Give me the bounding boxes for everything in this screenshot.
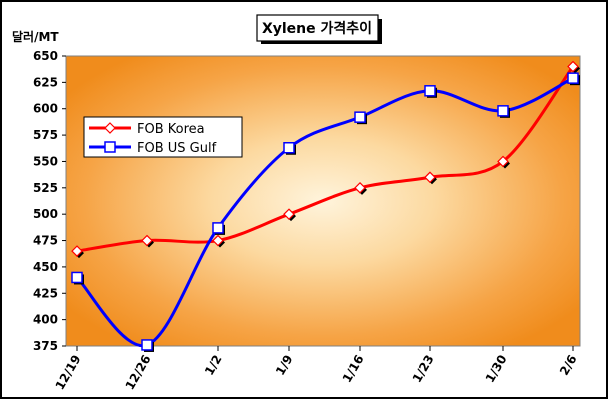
y-tick-label: 425: [33, 286, 58, 300]
data-point-fob-korea: [71, 245, 83, 257]
legend-marker-fob-korea: [104, 122, 116, 134]
data-point-fob-korea: [567, 60, 579, 73]
data-point-fob-us-gulf: [424, 85, 436, 97]
data-point-fob-korea: [141, 234, 153, 247]
data-point-fob-korea: [497, 155, 509, 168]
y-axis: 650 625 600 575 550 525 500 475 450 425 400 375: [33, 49, 66, 353]
y-tick-label: 550: [33, 154, 58, 168]
data-point-fob-us-gulf: [497, 105, 509, 117]
chart-title: Xylene 가격추이: [262, 20, 372, 37]
y-tick-label: 450: [33, 260, 58, 274]
data-point-fob-us-gulf: [141, 339, 153, 351]
y-tick-label: 600: [33, 102, 58, 116]
legend-label-fob-us-gulf: FOB US Gulf: [137, 141, 217, 156]
series-layer: [71, 60, 580, 352]
data-point-fob-korea: [424, 171, 436, 184]
chart-title-box: Xylene 가격추이: [256, 14, 382, 44]
y-tick-label: 525: [33, 181, 58, 195]
legend-marker-fob-us-gulf: [104, 141, 116, 153]
data-point-fob-us-gulf: [354, 111, 366, 123]
data-point-fob-us-gulf: [212, 222, 224, 234]
legend: FOB Korea FOB US Gulf: [83, 116, 243, 158]
data-point-fob-korea: [283, 208, 295, 221]
data-point-fob-korea: [354, 181, 366, 194]
y-tick-label: 575: [33, 128, 58, 142]
data-point-fob-us-gulf: [283, 141, 295, 154]
y-tick-label: 400: [33, 313, 58, 327]
data-point-fob-korea: [212, 234, 224, 247]
y-tick-label: 650: [33, 49, 58, 63]
legend-label-fob-korea: FOB Korea: [137, 122, 205, 137]
y-tick-label: 625: [33, 75, 58, 89]
y-tick-label: 500: [33, 207, 58, 221]
data-point-fob-us-gulf: [567, 72, 579, 84]
y-tick-label: 375: [33, 339, 58, 353]
data-point-fob-us-gulf: [71, 271, 83, 284]
y-tick-label: 475: [33, 234, 58, 248]
y-axis-label: 달러/MT: [12, 29, 59, 44]
